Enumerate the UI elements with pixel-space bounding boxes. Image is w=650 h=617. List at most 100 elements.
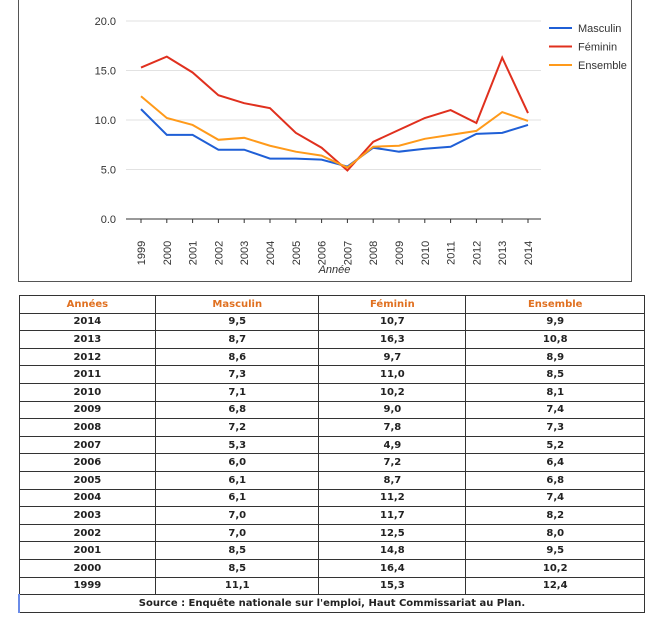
- table-cell: 8,1: [465, 382, 645, 402]
- x-tick-label: 2011: [446, 241, 458, 265]
- table-row: 2004 6,1 11,2 7,4: [18, 488, 645, 508]
- table-cell: 2009: [18, 400, 157, 420]
- table-cell: 8,5: [155, 558, 320, 578]
- table-cell: 2013: [18, 330, 157, 349]
- table-cell: 7,1: [155, 382, 320, 402]
- table-cell: 11,1: [155, 576, 320, 596]
- table-cell: 8,6: [155, 347, 320, 367]
- table-cell: 7,2: [318, 453, 467, 472]
- table-cell: 6,1: [155, 470, 320, 490]
- table-cell: 7,0: [155, 523, 320, 543]
- table-cell: 14,8: [318, 541, 467, 560]
- table-cell: 6,4: [465, 453, 645, 472]
- header-cell: Féminin: [318, 295, 467, 314]
- table-row: 2006 6,0 7,2 6,4: [18, 453, 645, 472]
- table-cell: 5,2: [465, 435, 645, 455]
- x-tick-label: 2000: [162, 241, 174, 265]
- table-cell: 5,3: [155, 435, 320, 455]
- x-tick-label: 2009: [394, 241, 406, 265]
- table-cell: 10,2: [465, 558, 645, 578]
- table-cell: 6,1: [155, 488, 320, 508]
- x-tick-label: 2014: [523, 241, 535, 265]
- table-cell: 2002: [18, 523, 157, 543]
- header-row: Années Masculin Féminin Ensemble: [18, 295, 645, 314]
- table-row: 2011 7,3 11,0 8,5: [18, 365, 645, 384]
- y-tick-label: 15.0: [95, 66, 116, 78]
- table-cell: 7,8: [318, 418, 467, 437]
- table-cell: 10,2: [318, 382, 467, 402]
- table-cell: 2014: [18, 312, 157, 332]
- y-tick-label: 0.0: [101, 214, 116, 226]
- table-row: 2000 8,5 16,4 10,2: [18, 558, 645, 578]
- table-row: 2003 7,0 11,7 8,2: [18, 506, 645, 525]
- table-cell: 2003: [18, 506, 157, 525]
- table-cell: 2004: [18, 488, 157, 508]
- table-row: 2001 8,5 14,8 9,5: [18, 541, 645, 560]
- table-cell: 2006: [18, 453, 157, 472]
- table-row: 2014 9,5 10,7 9,9: [18, 312, 645, 332]
- table-cell: 9,9: [465, 312, 645, 332]
- table-cell: 9,7: [318, 347, 467, 367]
- legend-label: Ensemble: [578, 60, 627, 72]
- x-tick-label: 1999: [136, 241, 148, 265]
- table-row: 2005 6,1 8,7 6,8: [18, 470, 645, 490]
- table-cell: 7,3: [465, 418, 645, 437]
- y-tick-label: 20.0: [95, 16, 116, 28]
- y-tick-label: 5.0: [101, 165, 116, 177]
- table-cell: 8,2: [465, 506, 645, 525]
- table-cell: 11,2: [318, 488, 467, 508]
- table-cell: 8,7: [318, 470, 467, 490]
- table-cell: 7,4: [465, 400, 645, 420]
- table-cell: 4,9: [318, 435, 467, 455]
- x-tick-label: 2005: [291, 241, 303, 265]
- table-cell: 6,8: [155, 400, 320, 420]
- table-cell: 8,5: [465, 365, 645, 384]
- line: [140, 108, 529, 168]
- table-cell: 2000: [18, 558, 157, 578]
- table-cell: 8,7: [155, 330, 320, 349]
- table-cell: 7,3: [155, 365, 320, 384]
- legend-label: Féminin: [578, 42, 617, 54]
- table-cell: 2001: [18, 541, 157, 560]
- table-cell: 16,3: [318, 330, 467, 349]
- table-row: 2007 5,3 4,9 5,2: [18, 435, 645, 455]
- x-tick-label: 2006: [317, 241, 329, 265]
- line: [140, 95, 529, 169]
- table-cell: 8,9: [465, 347, 645, 367]
- table-cell: 16,4: [318, 558, 467, 578]
- x-tick-label: 2008: [368, 241, 380, 265]
- source-note: Source : Enquête nationale sur l'emploi,…: [18, 594, 645, 613]
- table-cell: 2010: [18, 382, 157, 402]
- x-tick-label: 2013: [497, 241, 509, 265]
- legend-label: Masculin: [578, 23, 621, 35]
- table-cell: 2005: [18, 470, 157, 490]
- table-cell: 9,5: [465, 541, 645, 560]
- table-cell: 1999: [18, 576, 157, 596]
- table-cell: 2008: [18, 418, 157, 437]
- line: [140, 55, 529, 172]
- table-row: 2013 8,7 16,3 10,8: [18, 330, 645, 349]
- table-cell: 10,8: [465, 330, 645, 349]
- table-row: 2012 8,6 9,7 8,9: [18, 347, 645, 367]
- header-cell: Ensemble: [465, 295, 645, 314]
- x-tick-label: 2012: [471, 241, 483, 265]
- table-cell: 2011: [18, 365, 157, 384]
- table-cell: 11,0: [318, 365, 467, 384]
- table-cell: 10,7: [318, 312, 467, 332]
- table-cell: 2007: [18, 435, 157, 455]
- x-tick-label: 2004: [265, 241, 277, 265]
- table-cell: 11,7: [318, 506, 467, 525]
- x-tick-label: 2003: [239, 241, 251, 265]
- x-tick-label: 2001: [188, 241, 200, 265]
- x-axis-label: Année: [318, 264, 351, 276]
- y-tick-label: 10.0: [95, 115, 116, 127]
- data-table: Années Masculin Féminin Ensemble 2014 9,5 10,7…: [18, 295, 645, 613]
- table-cell: 7,2: [155, 418, 320, 437]
- table-row: 2008 7,2 7,8 7,3: [18, 418, 645, 437]
- table-cell: 6,0: [155, 453, 320, 472]
- table-cell: 7,4: [465, 488, 645, 508]
- table-cell: 9,5: [155, 312, 320, 332]
- table-cell: 12,5: [318, 523, 467, 543]
- table-cell: 15,3: [318, 576, 467, 596]
- table-cell: 7,0: [155, 506, 320, 525]
